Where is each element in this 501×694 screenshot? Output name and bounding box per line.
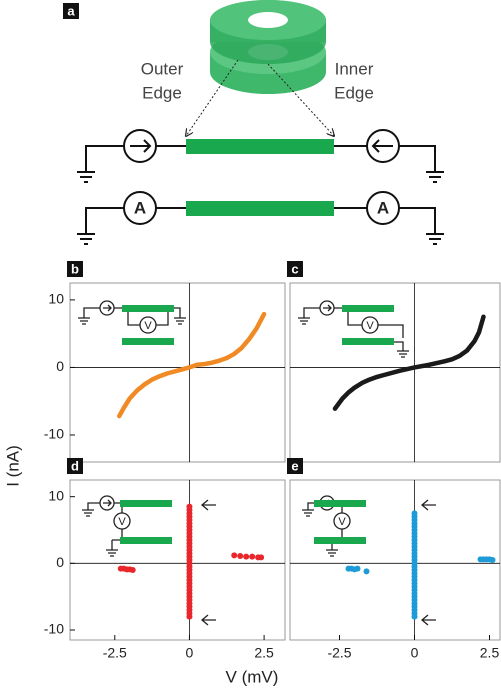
y-tick-label: 10 <box>48 487 64 503</box>
voltmeter <box>333 512 351 530</box>
curve <box>117 311 267 419</box>
ground <box>174 317 186 325</box>
inset-bar <box>314 537 366 544</box>
data-point <box>237 553 244 559</box>
panel-label: d <box>71 458 79 473</box>
data-point <box>489 557 496 563</box>
panel-badge <box>287 458 303 474</box>
ground <box>106 549 118 557</box>
inset-bar <box>122 338 174 345</box>
ammeter-label: A <box>134 198 146 217</box>
inset-bar <box>120 500 172 507</box>
data-point <box>363 568 370 575</box>
y-tick-label: 0 <box>56 358 64 374</box>
panel-badge <box>63 3 79 19</box>
wire <box>83 307 122 318</box>
y-tick-label: 0 <box>56 554 64 570</box>
inset-schematic <box>78 300 186 334</box>
sample-bar <box>186 139 334 154</box>
data-point <box>258 554 265 561</box>
arrow-annotation <box>200 499 216 511</box>
panel-label: a <box>67 3 75 18</box>
x-tick-label: 2.5 <box>254 645 274 661</box>
wire <box>303 307 342 318</box>
inset-bar <box>342 305 394 312</box>
panel-badge <box>287 261 303 277</box>
data-point <box>231 552 238 559</box>
data-point <box>186 503 193 510</box>
arrow-annotation <box>420 499 436 511</box>
disc-stack <box>210 0 326 94</box>
ground <box>302 509 314 517</box>
ground <box>78 317 90 325</box>
wire <box>127 307 181 326</box>
x-axis-label: V (mV) <box>226 667 279 686</box>
data-point <box>243 553 250 560</box>
inset-schematic <box>298 300 409 358</box>
voltmeter <box>139 316 157 334</box>
panel-label: c <box>291 261 298 276</box>
panel-badge <box>67 458 83 474</box>
data-point <box>411 510 418 517</box>
data-point <box>249 553 256 560</box>
source-arrow <box>103 499 112 507</box>
voltmeter <box>113 512 131 530</box>
ground <box>397 350 409 358</box>
panel-label: b <box>71 261 79 276</box>
inset-bar <box>314 500 366 507</box>
inset-meter-label: V <box>366 320 374 332</box>
edge-label: Outer <box>141 59 184 78</box>
ground <box>82 509 94 517</box>
x-tick-label: 0 <box>186 645 194 661</box>
inset-bar <box>342 338 394 345</box>
arrow-annotation <box>200 614 216 626</box>
wire <box>87 502 123 550</box>
arrow-annotation <box>420 614 436 626</box>
sample-bar <box>186 201 334 216</box>
ground <box>298 317 310 325</box>
wire <box>347 311 404 351</box>
source-arrow <box>103 304 112 312</box>
ammeter-label: A <box>377 198 389 217</box>
x-tick-label: -2.5 <box>327 645 351 661</box>
data-point <box>129 567 136 573</box>
inset-bar <box>120 537 172 544</box>
edge-label: Inner <box>335 59 374 78</box>
voltmeter <box>361 316 379 334</box>
inset-meter-label: V <box>144 320 152 332</box>
panel-label: e <box>291 458 298 473</box>
circuit <box>77 129 444 245</box>
y-tick-label: -10 <box>44 426 64 442</box>
panel-badge <box>67 261 83 277</box>
x-tick-label: -2.5 <box>103 645 127 661</box>
inset-meter-label: V <box>118 516 126 528</box>
data-point <box>354 565 361 572</box>
ground <box>326 549 338 557</box>
source-arrow <box>323 304 332 312</box>
pointer-arrow <box>186 59 239 136</box>
y-axis-label: I (nA) <box>3 445 22 487</box>
inset-meter-label: V <box>338 516 346 528</box>
x-tick-label: 2.5 <box>480 645 500 661</box>
pointer-arrow <box>267 63 334 136</box>
y-tick-label: 10 <box>48 291 64 307</box>
inset-bar <box>122 305 174 312</box>
x-tick-label: 0 <box>411 645 419 661</box>
edge-label: Edge <box>334 83 374 102</box>
curve <box>332 314 486 411</box>
inset-schematic <box>82 495 216 626</box>
edge-label: Edge <box>142 83 182 102</box>
y-tick-label: -10 <box>44 621 64 637</box>
